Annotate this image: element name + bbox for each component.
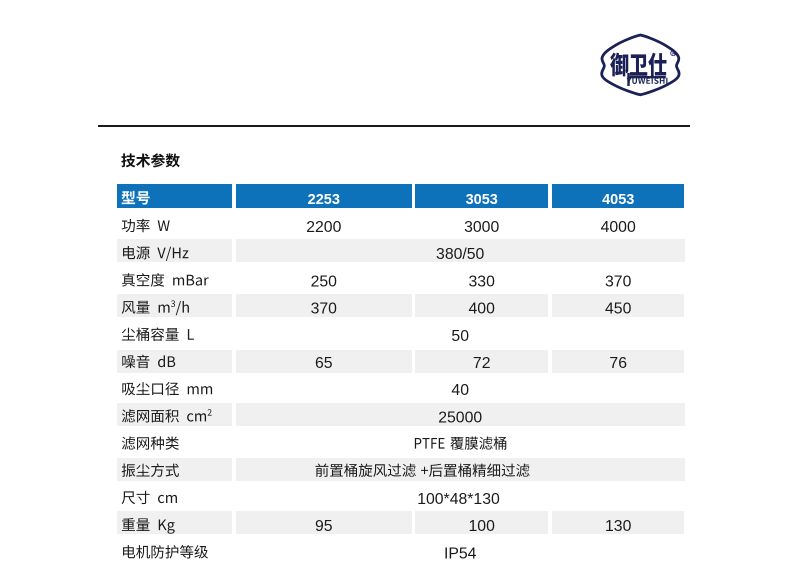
svg-text:400: 400 (469, 301, 496, 318)
svg-text:450: 450 (605, 301, 632, 318)
svg-text:IP54: IP54 (444, 545, 477, 562)
svg-text:65: 65 (315, 355, 333, 372)
svg-text:4053: 4053 (602, 192, 634, 208)
svg-text:76: 76 (609, 355, 627, 372)
svg-text:3053: 3053 (466, 192, 498, 208)
svg-text:100*48*130: 100*48*130 (417, 491, 500, 508)
svg-text:2253: 2253 (308, 192, 340, 208)
svg-text:380/50: 380/50 (436, 246, 485, 263)
svg-text:330: 330 (469, 273, 496, 290)
svg-text:72: 72 (473, 355, 491, 372)
svg-text:40: 40 (451, 382, 469, 399)
svg-text:25000: 25000 (438, 409, 482, 426)
svg-text:4000: 4000 (601, 219, 636, 236)
svg-text:100: 100 (469, 518, 496, 535)
svg-text:50: 50 (451, 328, 469, 345)
svg-text:370: 370 (605, 273, 632, 290)
svg-text:3000: 3000 (464, 219, 499, 236)
svg-text:130: 130 (605, 518, 632, 535)
svg-text:370: 370 (311, 301, 338, 318)
svg-text:2200: 2200 (306, 219, 341, 236)
svg-text:250: 250 (311, 273, 338, 290)
svg-text:95: 95 (315, 518, 333, 535)
